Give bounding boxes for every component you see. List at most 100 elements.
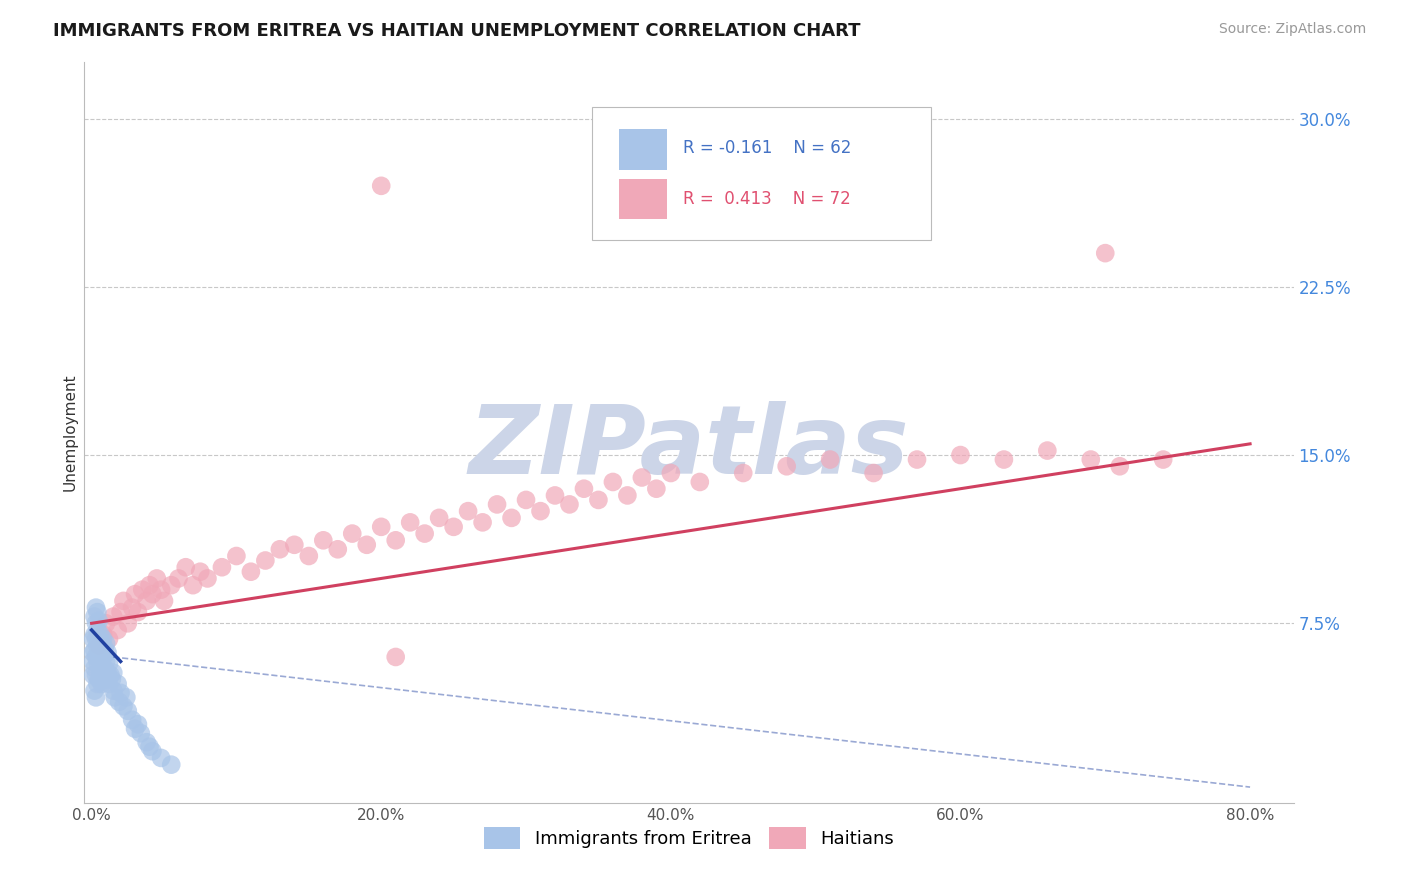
Legend: Immigrants from Eritrea, Haitians: Immigrants from Eritrea, Haitians <box>477 821 901 856</box>
Point <box>457 504 479 518</box>
Point <box>312 533 335 548</box>
Point <box>174 560 197 574</box>
Point <box>94 636 117 650</box>
Point <box>121 713 143 727</box>
Point <box>110 605 132 619</box>
Point <box>94 673 117 687</box>
Point <box>160 757 183 772</box>
Point <box>90 655 112 669</box>
Point <box>370 178 392 193</box>
Point <box>254 553 277 567</box>
Point <box>558 497 581 511</box>
Point <box>588 492 610 507</box>
Point <box>94 655 117 669</box>
Point <box>87 614 110 628</box>
Point <box>89 665 111 680</box>
Point <box>188 565 211 579</box>
Point <box>239 565 262 579</box>
Point <box>515 492 537 507</box>
Point <box>1108 459 1130 474</box>
Point <box>160 578 183 592</box>
Point <box>145 571 167 585</box>
Point <box>949 448 972 462</box>
Point <box>86 677 108 691</box>
Point <box>370 520 392 534</box>
Point <box>87 673 110 687</box>
Point <box>107 677 129 691</box>
Point <box>94 616 117 631</box>
Point <box>84 690 107 705</box>
Point <box>91 627 114 641</box>
Point <box>84 616 107 631</box>
Point <box>100 668 122 682</box>
Bar <box>619 178 668 219</box>
Point <box>135 735 157 749</box>
Point <box>602 475 624 489</box>
Point <box>150 751 173 765</box>
Point <box>135 594 157 608</box>
Point <box>131 582 153 597</box>
Point <box>413 526 436 541</box>
Point <box>471 516 494 530</box>
Point <box>104 690 127 705</box>
Point <box>645 482 668 496</box>
Point <box>86 639 108 653</box>
Text: ZIPatlas: ZIPatlas <box>468 401 910 494</box>
Point <box>384 650 406 665</box>
Y-axis label: Unemployment: Unemployment <box>62 374 77 491</box>
Point <box>616 488 638 502</box>
Point <box>124 587 146 601</box>
Point <box>86 623 108 637</box>
Point <box>89 645 111 659</box>
Point <box>83 627 105 641</box>
Point <box>572 482 595 496</box>
Point <box>124 722 146 736</box>
Point <box>993 452 1015 467</box>
Text: R =  0.413    N = 72: R = 0.413 N = 72 <box>683 190 851 208</box>
Point <box>1094 246 1116 260</box>
Point <box>225 549 247 563</box>
Point <box>138 739 160 754</box>
Point <box>91 668 114 682</box>
Text: R = -0.161    N = 62: R = -0.161 N = 62 <box>683 139 851 157</box>
Point <box>89 627 111 641</box>
Point <box>529 504 551 518</box>
Point <box>733 466 755 480</box>
Point <box>862 466 884 480</box>
Point <box>87 639 110 653</box>
FancyBboxPatch shape <box>592 107 931 240</box>
Point <box>84 632 107 646</box>
Point <box>127 717 149 731</box>
Point <box>659 466 682 480</box>
Point <box>83 683 105 698</box>
Point <box>103 609 125 624</box>
Point <box>1080 452 1102 467</box>
Point <box>211 560 233 574</box>
Point <box>1036 443 1059 458</box>
Point <box>101 673 124 687</box>
Point <box>91 650 114 665</box>
Point <box>82 645 104 659</box>
Point <box>96 665 118 680</box>
Point <box>141 744 163 758</box>
Point <box>115 690 138 705</box>
Point <box>83 661 105 675</box>
Point <box>905 452 928 467</box>
Bar <box>619 129 668 169</box>
Text: Source: ZipAtlas.com: Source: ZipAtlas.com <box>1219 22 1367 37</box>
Point <box>90 677 112 691</box>
Point <box>90 636 112 650</box>
Point <box>298 549 321 563</box>
Point <box>98 677 121 691</box>
Point <box>399 516 422 530</box>
Point <box>98 632 121 646</box>
Point <box>776 459 799 474</box>
Point <box>117 704 139 718</box>
Point <box>1152 452 1174 467</box>
Point <box>83 643 105 657</box>
Point <box>427 511 450 525</box>
Point <box>98 657 121 671</box>
Point <box>107 623 129 637</box>
Point <box>127 605 149 619</box>
Point <box>96 645 118 659</box>
